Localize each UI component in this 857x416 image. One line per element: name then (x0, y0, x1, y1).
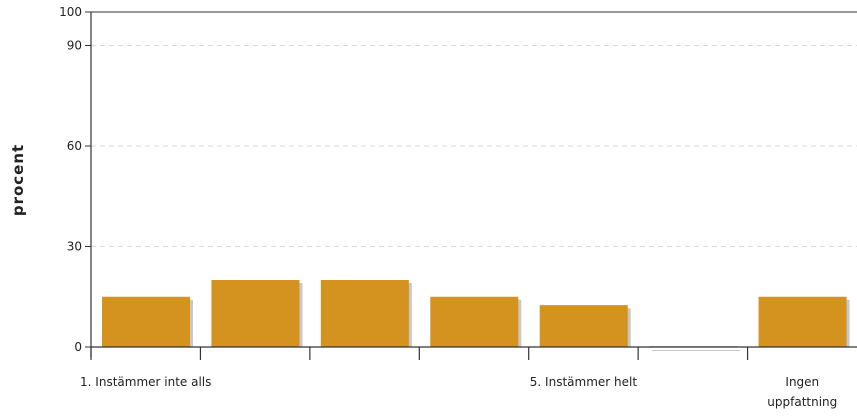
axes (90, 12, 857, 357)
category-label: 1. Instämmer inte alls (80, 375, 211, 389)
category-labels: 1. Instämmer inte alls 5. Instämmer helt I… (80, 375, 837, 409)
category-label: Ingen uppfattning (767, 375, 837, 409)
bar-shadow (652, 350, 741, 351)
category-label: 5. Instämmer helt (530, 375, 638, 389)
bars (102, 280, 850, 351)
bar (758, 296, 847, 347)
grid-lines (91, 11, 857, 247)
bar (430, 296, 519, 347)
x-tick-marks (90, 347, 749, 360)
y-axis-title: procent (9, 144, 27, 216)
y-tick-labels: 0 30 60 90 100 (59, 5, 91, 354)
y-tick-label: 90 (67, 39, 82, 53)
y-tick-label: 0 (74, 340, 82, 354)
bar (102, 296, 190, 347)
bar (211, 280, 300, 347)
bar (539, 305, 628, 347)
y-tick-label: 30 (67, 240, 82, 254)
y-tick-label: 60 (67, 139, 82, 153)
y-tick-label: 100 (59, 5, 82, 19)
bar (320, 280, 409, 347)
